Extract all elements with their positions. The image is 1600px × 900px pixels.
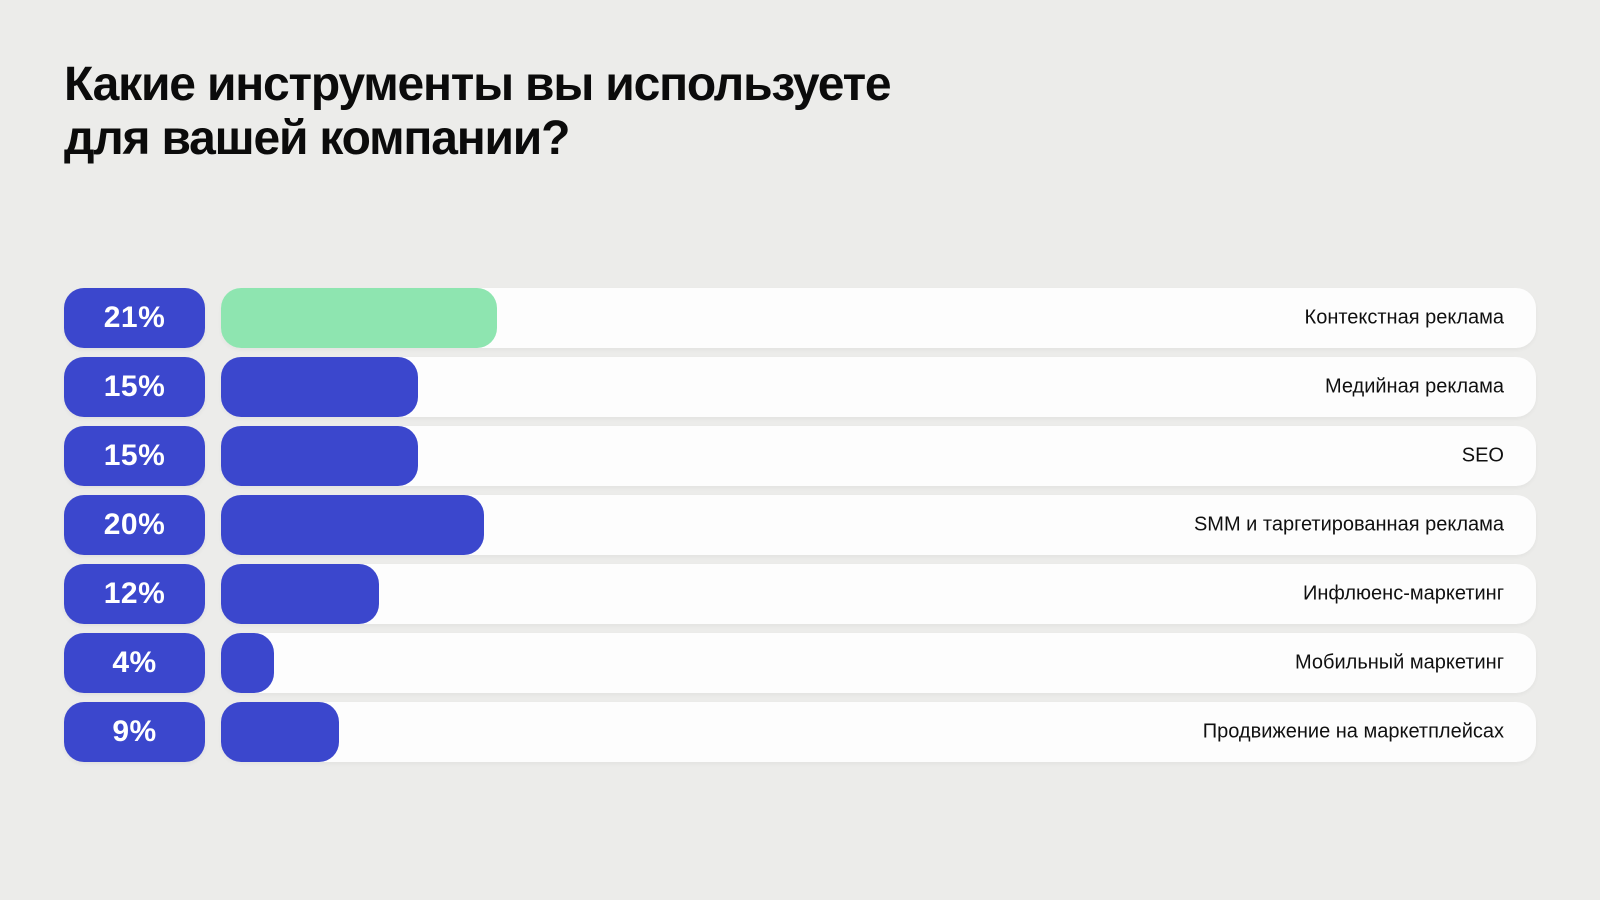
percent-badge: 12% (64, 564, 205, 624)
category-label: Продвижение на маркетплейсах (1202, 720, 1504, 743)
percent-badge: 4% (64, 633, 205, 693)
chart-title: Какие инструменты вы используете для ваш… (64, 58, 892, 166)
chart-row: 15% SEO (64, 426, 1536, 486)
category-label: SEO (1461, 444, 1504, 467)
chart-row: 20% SMM и таргетированная реклама (64, 495, 1536, 555)
bar-track: SMM и таргетированная реклама (221, 495, 1536, 555)
percent-badge: 20% (64, 495, 205, 555)
bar-chart: 21% Контекстная реклама 15% Медийная рек… (64, 288, 1536, 771)
value-bar (221, 564, 379, 624)
percent-badge: 21% (64, 288, 205, 348)
chart-title-line-1: Какие инструменты вы используете (64, 58, 892, 111)
category-label: Контекстная реклама (1304, 306, 1504, 329)
percent-badge: 15% (64, 357, 205, 417)
chart-row: 9% Продвижение на маркетплейсах (64, 702, 1536, 762)
value-bar (221, 633, 274, 693)
category-label: SMM и таргетированная реклама (1193, 513, 1504, 536)
chart-row: 4% Мобильный маркетинг (64, 633, 1536, 693)
category-label: Медийная реклама (1324, 375, 1504, 398)
percent-badge: 9% (64, 702, 205, 762)
category-label: Инфлюенс-маркетинг (1302, 582, 1504, 605)
bar-track: SEO (221, 426, 1536, 486)
chart-row: 21% Контекстная реклама (64, 288, 1536, 348)
bar-track: Медийная реклама (221, 357, 1536, 417)
chart-row: 15% Медийная реклама (64, 357, 1536, 417)
value-bar (221, 702, 340, 762)
bar-track: Инфлюенс-маркетинг (221, 564, 1536, 624)
bar-track: Мобильный маркетинг (221, 633, 1536, 693)
percent-badge: 15% (64, 426, 205, 486)
chart-row: 12% Инфлюенс-маркетинг (64, 564, 1536, 624)
value-bar (221, 426, 419, 486)
bar-track: Контекстная реклама (221, 288, 1536, 348)
chart-title-line-2: для вашей компании? (64, 111, 570, 165)
value-bar (221, 357, 419, 417)
category-label: Мобильный маркетинг (1295, 651, 1504, 674)
value-bar (221, 288, 498, 348)
value-bar (221, 495, 484, 555)
bar-track: Продвижение на маркетплейсах (221, 702, 1536, 762)
